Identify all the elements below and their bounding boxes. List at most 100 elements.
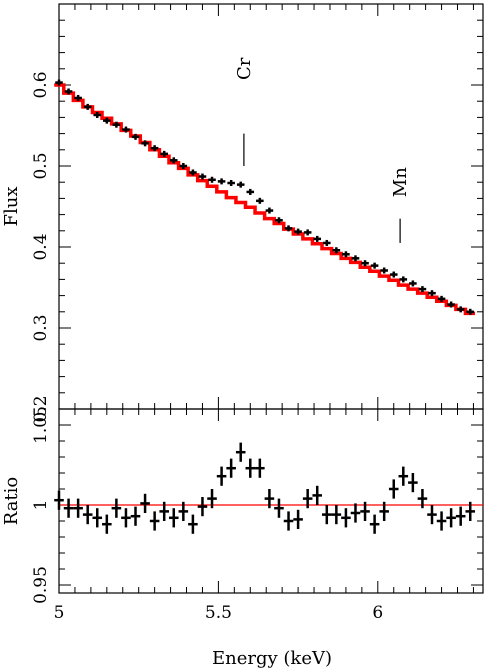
flux-data-point <box>428 290 436 297</box>
flux-data-point <box>256 197 264 204</box>
flux-y-tick-label: 0.5 <box>31 152 51 179</box>
flux-data-point <box>313 235 322 242</box>
flux-data-point <box>131 133 140 140</box>
flux-model-line <box>54 83 476 316</box>
ratio-data-point <box>159 501 169 521</box>
ratio-data-point <box>178 501 189 521</box>
ratio-data-point <box>264 489 275 509</box>
flux-data-point <box>265 207 274 214</box>
flux-data-point <box>141 140 149 147</box>
flux-panel-frame <box>58 3 484 410</box>
ratio-y-axis-label: Ratio <box>1 477 22 526</box>
ratio-data-point <box>102 514 112 534</box>
ratio-data-point <box>446 508 456 528</box>
flux-data-point <box>189 169 197 176</box>
flux-data-point <box>160 150 168 157</box>
flux-y-tick-label: 0.3 <box>31 314 51 341</box>
flux-data-point <box>342 251 350 258</box>
ratio-data-point <box>54 490 64 510</box>
ratio-data-point <box>245 458 256 478</box>
ratio-x-tick-label: 6 <box>372 603 383 623</box>
ratio-data-point <box>360 501 370 521</box>
ratio-data-point <box>341 508 351 528</box>
ratio-data-point <box>188 514 198 534</box>
flux-data-point <box>351 255 360 262</box>
flux-data-point <box>284 225 293 232</box>
flux-data-point <box>361 260 369 267</box>
flux-data-point <box>227 180 235 187</box>
flux-data-point <box>409 280 417 287</box>
flux-data-point <box>323 239 331 246</box>
flux-data-point <box>332 247 341 254</box>
ratio-y-tick-label: 1 <box>31 500 51 511</box>
flux-data-point <box>55 79 63 86</box>
ratio-data-point <box>379 501 389 521</box>
flux-data-point <box>103 117 111 124</box>
flux-data-point <box>456 306 465 313</box>
ratio-panel-frame <box>58 408 484 594</box>
flux-data-point <box>236 181 245 188</box>
ratio-data-point <box>82 505 93 525</box>
ratio-data-point <box>255 458 265 478</box>
ratio-x-tick-label: 5.5 <box>205 603 232 623</box>
flux-data-point <box>399 276 408 283</box>
ratio-data-point <box>436 511 447 531</box>
ratio-data-point <box>427 505 437 525</box>
flux-data-point <box>179 163 188 169</box>
ratio-data-point <box>455 506 466 526</box>
flux-data-point <box>74 94 82 101</box>
annotation-mn: Mn <box>390 167 411 197</box>
flux-data-point <box>169 157 178 164</box>
ratio-data-point <box>111 498 122 518</box>
flux-data-point <box>198 173 207 180</box>
ratio-y-tick-label: 0.95 <box>31 566 51 604</box>
ratio-data-point <box>235 442 246 462</box>
ratio-data-point <box>388 479 399 499</box>
ratio-data-point <box>216 466 227 486</box>
ratio-y-tick-label: 1.05 <box>31 406 51 444</box>
flux-data-point <box>380 267 388 274</box>
ratio-data-point <box>130 506 141 526</box>
flux-data-point <box>122 126 130 133</box>
ratio-data-point <box>312 485 323 505</box>
flux-data-point <box>303 229 312 236</box>
flux-y-tick-label: 0.6 <box>31 71 51 98</box>
ratio-data-point <box>121 508 131 528</box>
ratio-data-point <box>73 498 83 518</box>
ratio-data-point <box>293 509 303 529</box>
flux-data-point <box>447 301 455 308</box>
ratio-data-point <box>207 489 217 509</box>
ratio-data-point <box>149 511 160 531</box>
ratio-data-point <box>197 497 208 517</box>
ratio-data-point <box>398 466 409 486</box>
ratio-data-point <box>417 489 428 509</box>
ratio-data-point <box>283 511 294 531</box>
ratio-data-point <box>465 501 476 521</box>
ratio-data-point <box>274 498 284 518</box>
flux-data-point <box>275 217 283 224</box>
flux-data-point <box>150 145 159 152</box>
flux-data-point <box>83 103 92 110</box>
flux-panel: 0.2 0.3 0.4 0.5 0.6 Flux Cr Mn <box>1 3 484 423</box>
flux-data-point <box>112 121 121 128</box>
flux-data-point <box>64 88 73 95</box>
flux-data-point <box>93 111 102 118</box>
x-axis-label: Energy (keV) <box>212 648 332 669</box>
ratio-x-tick-label: 5 <box>54 603 65 623</box>
ratio-data-point <box>369 514 380 534</box>
flux-data-point <box>294 228 302 235</box>
ratio-data-point <box>168 508 179 528</box>
annotation-cr: Cr <box>234 57 255 80</box>
flux-data-point <box>217 178 226 185</box>
flux-data-point <box>208 176 216 183</box>
ratio-data-point <box>140 493 150 513</box>
flux-y-tick-label: 0.2 <box>31 395 51 422</box>
ratio-data-point <box>322 505 332 525</box>
flux-data-point <box>246 188 255 195</box>
ratio-data-point <box>350 503 361 523</box>
flux-data-point <box>418 286 427 293</box>
flux-y-tick-label: 0.4 <box>31 233 51 260</box>
ratio-data-point <box>302 489 313 509</box>
ratio-data-point <box>63 498 74 518</box>
